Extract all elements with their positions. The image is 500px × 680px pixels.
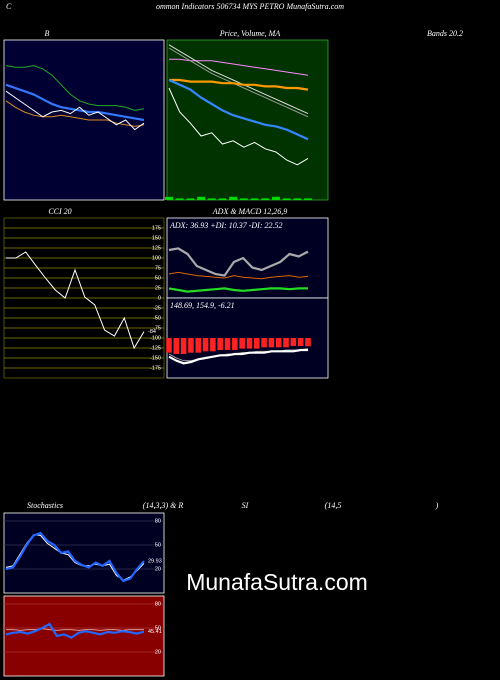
panel <box>3 595 165 677</box>
y-tick-label: 125 <box>152 245 161 251</box>
bar <box>254 338 260 349</box>
y-tick-label: -150 <box>150 355 161 361</box>
bar <box>305 338 311 347</box>
panel-text: 148.69, 154.9, -6.21 <box>170 301 235 310</box>
value-label: 29.93 <box>148 559 162 565</box>
series-line <box>5 90 145 131</box>
series-line <box>169 58 309 76</box>
bar <box>210 338 216 352</box>
watermark: MunafaSutra.com <box>186 569 368 595</box>
y-tick-label: 50 <box>155 542 161 548</box>
y-tick-label: 75 <box>155 265 161 271</box>
bar <box>297 338 304 346</box>
series-line <box>168 348 308 365</box>
y-tick-label: -75 <box>153 325 161 331</box>
bar <box>275 338 282 348</box>
bar <box>250 198 259 200</box>
y-tick-label: 50 <box>155 275 161 281</box>
series-line <box>6 251 145 350</box>
panel-title-part: (14,5 <box>325 501 342 510</box>
series-line <box>168 271 309 280</box>
panel-title: B <box>45 29 50 38</box>
header-title: ommon Indicators 506734 MYS PETRO Munafa… <box>156 2 344 11</box>
y-tick-label: 20 <box>155 566 161 572</box>
series-line <box>168 287 308 293</box>
y-tick-label: -125 <box>150 345 161 351</box>
bar <box>261 198 270 200</box>
panel <box>3 39 165 201</box>
bar <box>271 196 280 200</box>
panel <box>166 217 329 299</box>
y-tick-label: -175 <box>150 365 161 371</box>
bar <box>246 338 253 349</box>
panel-title: ADX & MACD 12,26,9 <box>212 207 287 216</box>
panel-title: Price, Volume, MA <box>219 29 281 38</box>
series-line <box>168 87 309 166</box>
panel-title-part: SI <box>242 501 249 510</box>
bar <box>173 338 180 354</box>
series-line <box>5 83 145 122</box>
panel-title-end: Bands 20.2 <box>427 29 463 38</box>
series-line <box>5 100 145 127</box>
panel-title-part: ) <box>435 501 439 510</box>
bar <box>268 338 275 348</box>
bar <box>239 198 248 200</box>
y-tick-label: 25 <box>155 285 161 291</box>
bar <box>261 338 267 348</box>
value-label: 45.41 <box>148 629 162 635</box>
bar <box>217 338 223 350</box>
y-tick-label: 150 <box>152 235 161 241</box>
series-line <box>5 65 145 111</box>
bar <box>195 338 202 353</box>
bar <box>186 198 195 200</box>
bar <box>224 338 231 350</box>
y-tick-label: 100 <box>152 255 161 261</box>
bar <box>165 196 173 200</box>
bar <box>180 338 187 354</box>
y-tick-label: -100 <box>150 335 161 341</box>
bar <box>282 198 291 200</box>
bar <box>218 198 227 200</box>
bar <box>207 198 216 200</box>
series-line <box>169 78 309 91</box>
bar <box>283 338 289 348</box>
bar <box>239 338 245 349</box>
series-line <box>168 47 309 118</box>
y-tick-label: 80 <box>155 518 161 524</box>
panel-text: ADX: 36.93 +DI: 10.37 -DI: 22.52 <box>169 221 283 230</box>
header-left: C <box>6 2 12 11</box>
y-tick-label: 0 <box>158 295 161 301</box>
series-line <box>168 247 309 277</box>
y-tick-label: 80 <box>155 601 161 607</box>
panel-title-part: (14,3,3) & R <box>143 501 184 510</box>
bar <box>202 338 209 352</box>
series-line <box>168 44 309 115</box>
bar <box>229 196 238 200</box>
y-tick-label: 20 <box>155 649 161 655</box>
series-line <box>5 531 145 583</box>
value-label: -84 <box>148 329 156 335</box>
bar <box>175 198 184 200</box>
bar <box>293 198 302 200</box>
bar <box>290 338 297 346</box>
panel <box>3 512 165 594</box>
y-tick-label: -25 <box>153 305 161 311</box>
y-tick-label: 50 <box>155 625 161 631</box>
series-line <box>5 622 145 639</box>
panel-title: Stochastics <box>27 501 63 510</box>
bar <box>232 338 238 350</box>
bar <box>304 198 312 200</box>
bar <box>166 338 172 353</box>
bar <box>197 196 206 200</box>
series-line <box>6 628 144 631</box>
series-line <box>168 78 309 141</box>
bar <box>188 338 194 353</box>
y-tick-label: 175 <box>152 225 161 231</box>
y-tick-label: -50 <box>153 315 161 321</box>
panel-title: CCI 20 <box>48 207 71 216</box>
